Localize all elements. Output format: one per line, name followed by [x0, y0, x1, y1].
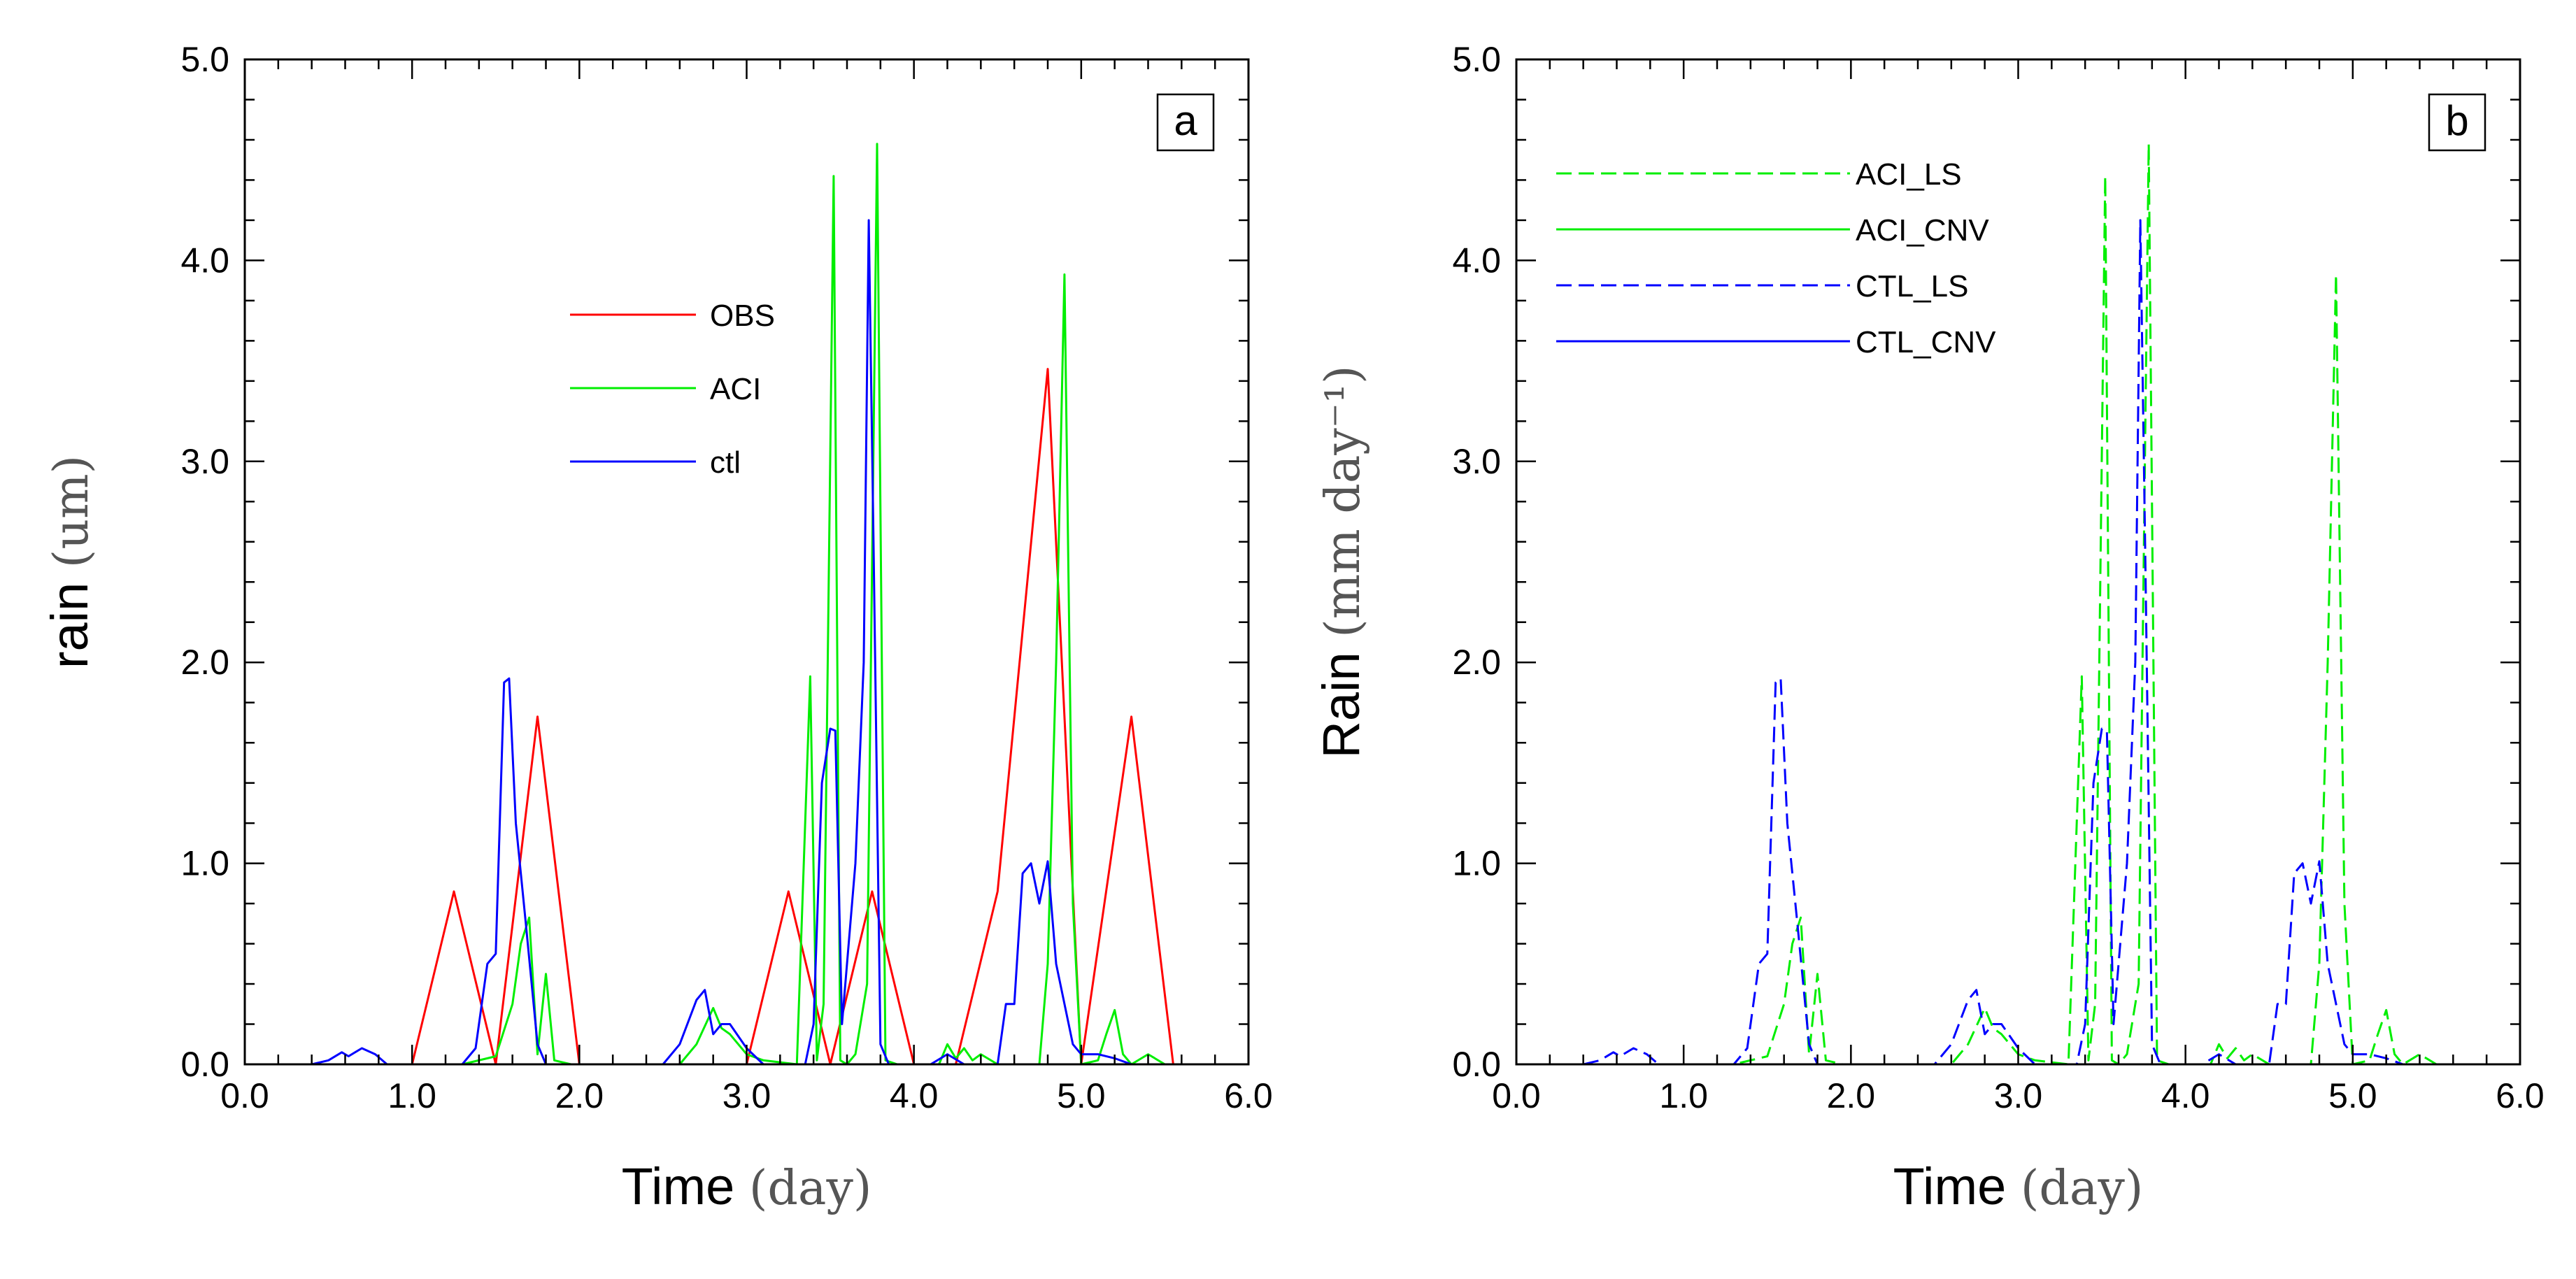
- x-tick-label: 5.0: [2328, 1076, 2377, 1115]
- x-tick-label: 4.0: [890, 1076, 939, 1115]
- x-tick-label: 3.0: [1994, 1076, 2043, 1115]
- y-axis-title-label: rain: [41, 568, 99, 669]
- panel-a: 0.0 1.0 2.0 3.0 4.0 5.0 6.0 0.0 1.0 2.0 3.0 4.0 5.0 T…: [41, 40, 1273, 1216]
- y-tick-label: 1.0: [180, 844, 229, 883]
- legend-label-aci_ls: ACI_LS: [1856, 157, 1962, 192]
- y-axis-title: rain (um): [41, 455, 99, 669]
- series-line-aci: [245, 143, 1182, 1066]
- y-tick-label: 5.0: [180, 40, 229, 79]
- y-tick-label: 4.0: [1452, 241, 1501, 280]
- x-tick-label: 6.0: [1224, 1076, 1273, 1115]
- y-tick-label: 4.0: [180, 241, 229, 280]
- x-tick-label: 6.0: [2496, 1076, 2545, 1115]
- y-tick-label: 5.0: [1452, 40, 1501, 79]
- x-tick-label: 4.0: [2161, 1076, 2210, 1115]
- x-axis-title-label: Time: [1893, 1157, 2021, 1215]
- x-axis-title-label: Time: [622, 1157, 749, 1215]
- legend: OBS ACI ctl: [570, 299, 775, 480]
- y-tick-label: 3.0: [1452, 442, 1501, 481]
- series-line-ctl: [245, 219, 1182, 1066]
- tick-marks: [1515, 58, 2521, 1066]
- x-axis-title: Time (day): [1893, 1157, 2144, 1216]
- tick-marks: [243, 58, 1250, 1066]
- x-axis-title-unit: (day): [2021, 1161, 2144, 1216]
- y-tick-label: 3.0: [180, 442, 229, 481]
- x-tick-label: 2.0: [1827, 1076, 1876, 1115]
- legend-label-ctl: ctl: [710, 445, 741, 480]
- panel-label-box: [2428, 93, 2486, 152]
- x-tick-label: 1.0: [1659, 1076, 1708, 1115]
- legend-label-ctl_cnv: CTL_CNV: [1856, 325, 1996, 359]
- y-axis-title-label: Rain: [1312, 638, 1370, 759]
- x-tick-label: 2.0: [555, 1076, 604, 1115]
- x-tick-label: 3.0: [723, 1076, 771, 1115]
- series-group: [245, 143, 1182, 1066]
- legend-label-obs: OBS: [710, 299, 775, 333]
- y-axis-title-unit: (um): [44, 455, 99, 568]
- legend-label-aci: ACI: [710, 372, 761, 406]
- x-axis-title-unit: (day): [749, 1161, 872, 1216]
- series-line-ctl_ls: [1516, 219, 2454, 1066]
- panel-label: b: [2445, 97, 2468, 144]
- legend-label-aci_cnv: ACI_CNV: [1856, 213, 1989, 248]
- plot-frame: [243, 58, 1250, 1066]
- legend: ACI_LS ACI_CNV CTL_LS CTL_CNV: [1556, 157, 1996, 359]
- x-tick-label: 0.0: [1492, 1076, 1541, 1115]
- plot-frame: [1515, 58, 2521, 1066]
- y-axis-title: Rain (mm day⁻¹): [1312, 365, 1371, 758]
- x-axis-title: Time (day): [622, 1157, 872, 1216]
- y-tick-label: 1.0: [1452, 844, 1501, 883]
- y-tick-label: 2.0: [180, 643, 229, 682]
- y-tick-label: 0.0: [1452, 1045, 1501, 1084]
- y-axis-title-unit: (mm day⁻¹): [1316, 365, 1371, 637]
- panel-b: 0.0 1.0 2.0 3.0 4.0 5.0 6.0 0.0 1.0 2.0 3.0 4.0 5.0 T…: [1312, 40, 2545, 1216]
- series-group: [1516, 143, 2454, 1066]
- x-tick-label: 0.0: [220, 1076, 269, 1115]
- series-line-aci_ls: [1516, 143, 2454, 1066]
- panel-label-box: [1156, 93, 1215, 152]
- x-tick-label: 1.0: [387, 1076, 436, 1115]
- x-tick-label: 5.0: [1057, 1076, 1106, 1115]
- legend-label-ctl_ls: CTL_LS: [1856, 269, 1968, 303]
- series-line-obs: [245, 368, 1182, 1066]
- y-tick-label: 2.0: [1452, 643, 1501, 682]
- panel-label: a: [1174, 97, 1197, 144]
- y-tick-label: 0.0: [180, 1045, 229, 1084]
